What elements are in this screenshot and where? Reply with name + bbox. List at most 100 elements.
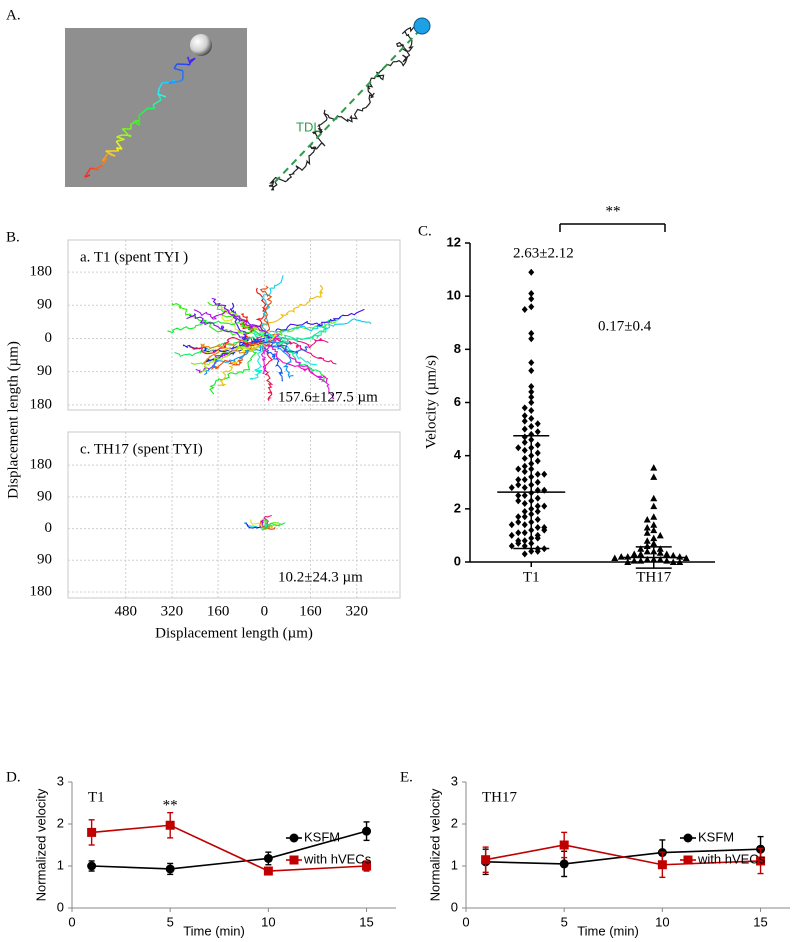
data-point bbox=[637, 550, 645, 558]
data-point bbox=[650, 473, 658, 480]
data-point bbox=[683, 833, 693, 843]
tdl-label: TDL bbox=[296, 119, 321, 134]
track bbox=[268, 22, 423, 191]
data-point bbox=[650, 513, 658, 520]
x-tick-label: 160 bbox=[299, 603, 322, 619]
data-point bbox=[617, 553, 625, 560]
data-point bbox=[521, 476, 528, 484]
track-segment bbox=[116, 136, 125, 141]
data-point bbox=[643, 555, 651, 563]
track-segment bbox=[139, 113, 141, 116]
track-segment bbox=[170, 79, 174, 83]
y-tick-label: 2 bbox=[451, 815, 458, 830]
legend-label: KSFM bbox=[304, 829, 340, 844]
data-point bbox=[528, 399, 535, 406]
data-point bbox=[521, 425, 528, 433]
data-point bbox=[669, 558, 677, 565]
y-tick-label: 6 bbox=[454, 394, 461, 409]
track-segment bbox=[141, 107, 149, 114]
data-point bbox=[515, 537, 522, 545]
trajectory bbox=[263, 514, 272, 528]
y-tick-label: 1 bbox=[57, 857, 64, 872]
data-point bbox=[643, 537, 651, 544]
data-point bbox=[534, 534, 541, 542]
data-point bbox=[515, 513, 522, 521]
panel-label: A. bbox=[6, 7, 21, 23]
data-point bbox=[650, 526, 658, 534]
y-tick-label: 3 bbox=[451, 773, 458, 788]
legend-label: with hVECs bbox=[303, 851, 372, 866]
data-point bbox=[481, 855, 491, 865]
data-point bbox=[637, 545, 645, 552]
data-point bbox=[528, 547, 535, 555]
data-point bbox=[541, 502, 548, 510]
data-point bbox=[756, 856, 766, 866]
data-point bbox=[528, 367, 535, 375]
y-tick-label: 0 bbox=[45, 330, 53, 346]
data-point bbox=[263, 866, 273, 876]
y-tick-label: 10 bbox=[447, 288, 461, 303]
x-tick-label: 480 bbox=[114, 603, 137, 619]
data-point bbox=[656, 549, 664, 556]
trajectory bbox=[259, 344, 274, 401]
data-point bbox=[362, 826, 372, 836]
track-segment bbox=[122, 134, 132, 137]
annotation: 157.6±127.5 µm bbox=[278, 389, 378, 405]
data-point bbox=[515, 465, 522, 473]
track-segment bbox=[94, 164, 103, 171]
data-point bbox=[650, 539, 658, 547]
data-point bbox=[650, 502, 658, 510]
data-point bbox=[521, 521, 528, 529]
x-axis-label: Displacement length (µm) bbox=[155, 625, 313, 641]
data-point bbox=[521, 507, 528, 515]
data-point bbox=[289, 833, 299, 843]
x-axis-label: Time (min) bbox=[577, 923, 639, 938]
x-tick-label: 15 bbox=[359, 914, 373, 929]
microscope-image bbox=[65, 28, 247, 187]
track-segment bbox=[186, 63, 190, 66]
data-point bbox=[630, 550, 638, 558]
data-point bbox=[528, 329, 535, 337]
track-segment bbox=[101, 163, 104, 166]
data-point bbox=[515, 444, 522, 452]
series-line bbox=[485, 844, 761, 866]
series-line bbox=[91, 830, 367, 870]
data-point bbox=[534, 515, 541, 523]
trajectory bbox=[273, 321, 337, 338]
data-point bbox=[362, 861, 372, 871]
annotation: 2.63±2.12 bbox=[513, 245, 574, 261]
panel-label: C. bbox=[418, 223, 432, 239]
x-tick-label: 10 bbox=[655, 914, 669, 929]
trajectory bbox=[260, 284, 324, 333]
data-point bbox=[643, 515, 651, 523]
chart-title: c. TH17 (spent TYI) bbox=[80, 441, 203, 457]
y-axis-label: Normalized velocity bbox=[33, 788, 48, 901]
data-point bbox=[559, 840, 569, 850]
data-point bbox=[528, 406, 535, 414]
data-point bbox=[515, 529, 522, 537]
data-point bbox=[624, 558, 632, 565]
data-point bbox=[683, 855, 693, 865]
data-point bbox=[521, 529, 528, 537]
y-tick-label: 3 bbox=[57, 773, 64, 788]
trajectory bbox=[249, 519, 263, 528]
x-tick-label: 0 bbox=[261, 603, 269, 619]
track-segment bbox=[84, 167, 92, 178]
trajectories bbox=[167, 275, 372, 401]
trajectory bbox=[261, 518, 271, 531]
data-point bbox=[534, 428, 541, 436]
x-tick-label: 160 bbox=[207, 603, 230, 619]
track-segment bbox=[173, 63, 178, 69]
data-point bbox=[263, 853, 273, 863]
x-tick-label: TH17 bbox=[636, 569, 671, 585]
data-point bbox=[534, 502, 541, 510]
data-point bbox=[534, 523, 541, 531]
x-tick-label: T1 bbox=[523, 569, 540, 585]
y-tick-label: 180 bbox=[30, 264, 53, 280]
image-track bbox=[84, 56, 196, 178]
data-point bbox=[541, 526, 548, 534]
data-point bbox=[528, 295, 535, 303]
y-tick-label: 12 bbox=[447, 234, 461, 249]
data-point bbox=[521, 438, 528, 446]
track-segment bbox=[157, 93, 167, 98]
